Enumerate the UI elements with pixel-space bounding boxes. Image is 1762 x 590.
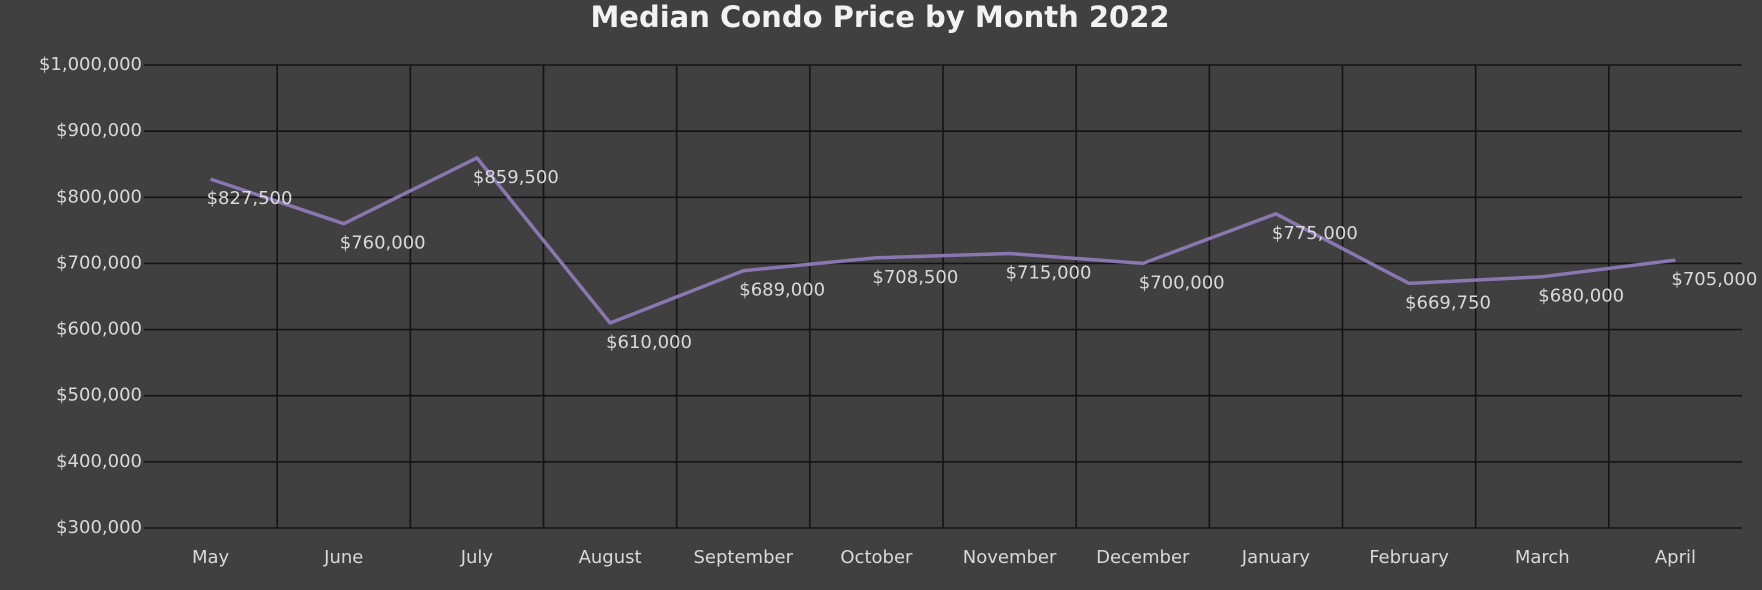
y-tick-label: $800,000	[56, 186, 142, 207]
x-tick-label: September	[694, 547, 794, 568]
data-label: $689,000	[739, 280, 825, 301]
data-line	[210, 156, 1676, 325]
x-tick-label: March	[1515, 547, 1570, 568]
data-label: $700,000	[1139, 272, 1225, 293]
y-tick-label: $900,000	[56, 120, 142, 141]
x-tick-label: July	[460, 547, 494, 568]
x-tick-label: October	[840, 547, 913, 568]
x-tick-label: December	[1096, 547, 1190, 568]
x-tick-label: November	[963, 547, 1057, 568]
y-tick-label: $1,000,000	[39, 54, 142, 75]
data-label: $705,000	[1671, 269, 1757, 290]
y-tick-label: $500,000	[56, 385, 142, 406]
data-label: $669,750	[1405, 292, 1491, 313]
y-tick-label: $400,000	[56, 451, 142, 472]
data-label: $715,000	[1006, 263, 1092, 284]
x-tick-label: May	[192, 547, 230, 568]
data-label: $708,500	[872, 267, 958, 288]
x-tick-label: June	[323, 547, 363, 568]
data-label: $610,000	[606, 332, 692, 353]
chart-title: Median Condo Price by Month 2022	[590, 0, 1169, 34]
x-tick-label: April	[1655, 547, 1696, 568]
x-tick-label: August	[579, 547, 642, 568]
y-tick-label: $300,000	[56, 517, 142, 538]
data-label: $680,000	[1538, 286, 1624, 307]
data-label: $859,500	[473, 167, 559, 188]
data-label: $775,000	[1272, 223, 1358, 244]
y-tick-label: $600,000	[56, 319, 142, 340]
y-tick-label: $700,000	[56, 252, 142, 273]
x-tick-label: January	[1241, 547, 1311, 568]
data-label: $827,500	[207, 188, 293, 209]
data-label: $760,000	[340, 233, 426, 254]
x-tick-label: February	[1369, 547, 1449, 568]
